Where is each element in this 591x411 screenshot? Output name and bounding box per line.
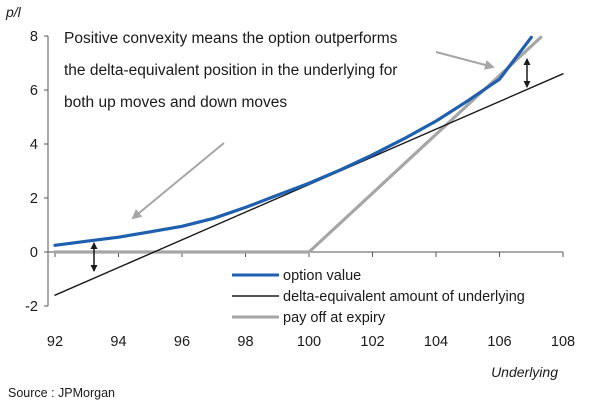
annotation-arrow-left <box>131 142 225 220</box>
legend-label-option-value: option value <box>283 268 361 284</box>
legend: option value delta-equivalent amount of … <box>232 268 525 326</box>
chart: p/l -2 0 2 4 6 8 92 94 96 98 100 102 104 106 108 Posi… <box>5 4 575 380</box>
y-tick-label: 6 <box>30 83 38 99</box>
series-layer <box>53 35 564 296</box>
y-tick-label: 4 <box>30 137 38 153</box>
annotation-line-2: the delta-equivalent position in the und… <box>64 62 397 79</box>
x-axis-label: Underlying <box>491 364 558 380</box>
x-ticks: 92 94 96 98 100 102 104 106 108 <box>47 252 575 350</box>
x-tick-label: 108 <box>551 334 575 350</box>
x-tick-label: 92 <box>47 334 63 350</box>
x-tick-label: 96 <box>174 334 190 350</box>
source-note: Source : JPMorgan <box>8 386 115 400</box>
y-ticks: -2 0 2 4 6 8 <box>25 29 48 315</box>
x-tick-label: 100 <box>297 334 321 350</box>
series-payoff-at-expiry <box>53 35 543 254</box>
x-tick-label: 104 <box>424 334 448 350</box>
y-axis-label: p/l <box>5 4 22 20</box>
annotation-line-1: Positive convexity means the option outp… <box>64 30 398 47</box>
legend-label-delta: delta-equivalent amount of underlying <box>283 289 525 305</box>
series-option-value <box>53 35 533 247</box>
x-tick-label: 94 <box>110 334 126 350</box>
annotation-line-3: both up moves and down moves <box>64 94 287 111</box>
annotation: Positive convexity means the option outp… <box>64 30 398 111</box>
legend-label-payoff: pay off at expiry <box>283 310 386 326</box>
x-tick-label: 98 <box>237 334 253 350</box>
x-tick-label: 102 <box>360 334 384 350</box>
y-tick-label: 8 <box>30 29 38 45</box>
y-tick-label: 0 <box>30 245 38 261</box>
y-tick-label: -2 <box>25 299 38 315</box>
annotation-arrow-right <box>435 51 495 70</box>
x-tick-label: 106 <box>487 334 511 350</box>
y-tick-label: 2 <box>30 191 38 207</box>
